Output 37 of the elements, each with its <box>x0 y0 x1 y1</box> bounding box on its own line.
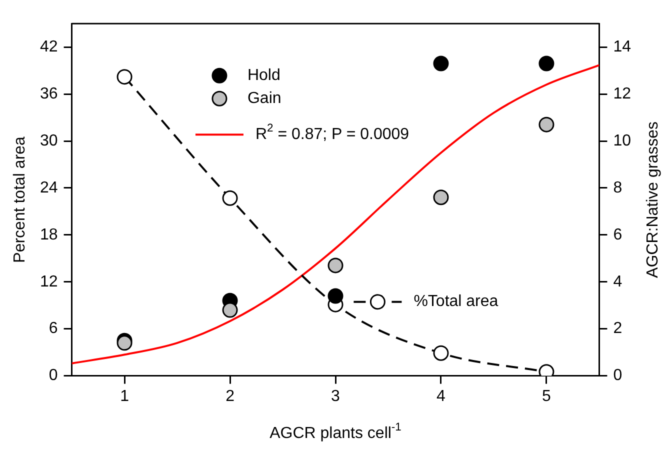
y2-tick-label: 10 <box>613 132 632 150</box>
x-tick-label: 4 <box>436 388 446 405</box>
x-tick-label: 1 <box>120 388 130 405</box>
point <box>538 116 554 132</box>
y2-tick-label: 4 <box>613 273 622 290</box>
point <box>538 56 554 72</box>
point <box>328 258 344 274</box>
y2-tick-label: 6 <box>613 226 622 244</box>
y-tick-label: 36 <box>40 85 58 102</box>
y-axis-title: Percent total area <box>11 136 28 263</box>
y2-tick-label: 0 <box>613 367 622 384</box>
x-tick-label: 2 <box>226 388 235 405</box>
point <box>222 302 238 318</box>
y-tick-label: 0 <box>48 367 58 384</box>
line-series <box>72 64 600 364</box>
x-tick-label: 3 <box>331 388 340 405</box>
y2-tick-label: 14 <box>613 38 632 56</box>
point <box>433 56 449 72</box>
y-tick-label: 42 <box>40 38 58 56</box>
point <box>222 190 238 206</box>
legend-label: Hold <box>247 67 280 84</box>
point <box>433 345 449 361</box>
y-tick-label: 30 <box>40 132 58 150</box>
legend-label: %Total area <box>414 293 498 310</box>
point <box>328 288 344 304</box>
y2-axis-title: AGCR:Native grasses <box>644 121 662 278</box>
y2-tick-label: 2 <box>613 320 622 338</box>
legend-label: Gain <box>247 90 282 108</box>
y2-tick-label: 12 <box>613 85 632 102</box>
y-tick-label: 12 <box>40 273 58 290</box>
y-tick-label: 24 <box>40 179 58 196</box>
x-tick-label: 5 <box>542 388 552 405</box>
point <box>433 190 449 206</box>
y-tick-label: 6 <box>48 320 58 338</box>
point <box>116 69 132 85</box>
y2-tick-label: 8 <box>613 179 622 196</box>
y-tick-label: 18 <box>40 226 58 244</box>
